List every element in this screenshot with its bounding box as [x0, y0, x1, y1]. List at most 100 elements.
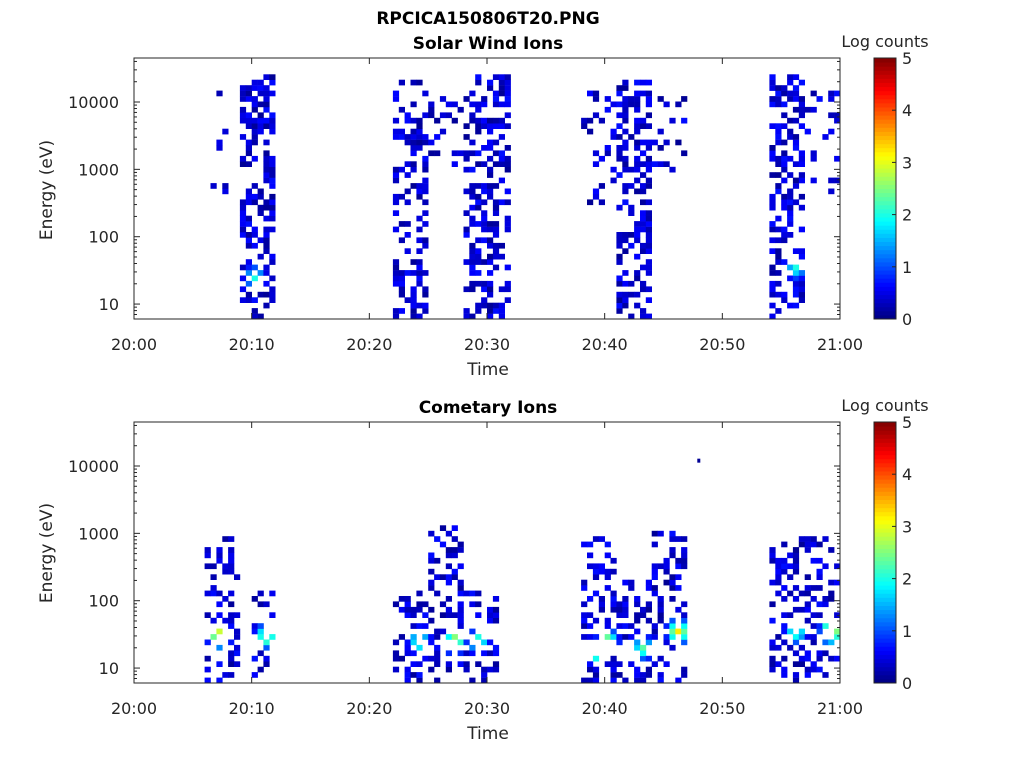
- heat-cell: [834, 634, 841, 640]
- colorbar-segment: [874, 528, 896, 533]
- heat-cell: [504, 74, 511, 80]
- heat-cell: [475, 302, 482, 309]
- heat-cell: [798, 541, 805, 548]
- heat-cell: [469, 601, 476, 608]
- heat-cell: [410, 166, 417, 173]
- heat-cell: [651, 585, 658, 591]
- heat-cell: [487, 286, 494, 293]
- heat-cell: [610, 101, 617, 108]
- heat-cell: [634, 232, 641, 238]
- heat-cell: [792, 552, 800, 559]
- colorbar-segment: [874, 66, 896, 71]
- heat-cell: [398, 291, 405, 298]
- heat-cell: [475, 237, 482, 244]
- heat-cell: [634, 188, 641, 195]
- heat-cell: [404, 606, 411, 613]
- heat-cell: [416, 248, 423, 254]
- colorbar-segment: [874, 298, 896, 304]
- heat-cell: [645, 672, 652, 678]
- heat-cell: [634, 628, 641, 635]
- heat-cell: [269, 74, 276, 80]
- heat-cell: [775, 139, 782, 146]
- heat-cell: [792, 161, 800, 167]
- heat-cell: [239, 226, 247, 233]
- heat-cell: [810, 639, 817, 646]
- heat-cell: [445, 530, 452, 537]
- heat-cell: [463, 232, 470, 238]
- heat-cell: [792, 145, 800, 151]
- heat-cell: [663, 634, 670, 640]
- heat-cell: [775, 172, 782, 178]
- heat-cell: [475, 590, 482, 597]
- heat-cell: [640, 286, 647, 293]
- heat-cell: [481, 117, 488, 124]
- heat-cell: [769, 193, 776, 200]
- heat-cell: [504, 221, 511, 227]
- heat-cell: [769, 96, 776, 102]
- heat-cell: [645, 101, 652, 108]
- colorbar-segment: [874, 168, 896, 173]
- heat-cell: [640, 150, 647, 157]
- heat-cell: [792, 264, 800, 271]
- heat-cell: [640, 644, 647, 651]
- heat-cell: [204, 552, 211, 559]
- colorbar-segment: [874, 147, 896, 153]
- heat-cell: [634, 612, 641, 618]
- heat-cell: [475, 661, 482, 667]
- heat-cell: [798, 628, 805, 635]
- heat-cell: [487, 221, 494, 227]
- heat-cell: [663, 557, 670, 564]
- heat-cell: [422, 302, 429, 309]
- heat-cell: [657, 145, 664, 151]
- heat-cell: [798, 193, 805, 200]
- heat-cell: [604, 568, 611, 575]
- heat-cell: [269, 123, 276, 129]
- colorbar-segment: [874, 82, 896, 88]
- heat-cell: [697, 458, 701, 463]
- heat-cell: [804, 617, 811, 624]
- heat-cell: [804, 574, 811, 580]
- heat-cell: [622, 106, 629, 113]
- heat-cell: [210, 574, 217, 580]
- colorbar-segment: [874, 225, 896, 230]
- heat-cell: [822, 596, 829, 602]
- heat-cell: [769, 313, 776, 320]
- heat-cell: [816, 574, 823, 580]
- heat-cell: [604, 552, 611, 559]
- heat-cell: [251, 242, 258, 249]
- heat-cell: [834, 177, 841, 184]
- heat-cell: [828, 188, 835, 195]
- cometary-panel: Cometary Ions 20:00 20:10 20:20 20:30 20:40 2…: [37, 396, 929, 744]
- colorbar-segment: [874, 164, 896, 169]
- heat-cell: [469, 264, 476, 271]
- heat-cell: [492, 96, 500, 102]
- heat-cell: [492, 661, 500, 667]
- heat-cell: [669, 644, 676, 651]
- heat-cell: [769, 644, 776, 651]
- heat-cell: [222, 536, 229, 542]
- colorbar-tick-label: 2: [902, 206, 912, 225]
- heat-cell: [492, 123, 500, 129]
- heat-cell: [775, 248, 782, 254]
- heat-cell: [634, 155, 641, 162]
- heat-cell: [634, 639, 641, 646]
- heat-cell: [640, 123, 647, 129]
- heat-cell: [245, 188, 252, 195]
- heat-cell: [445, 563, 452, 570]
- heat-cell: [404, 248, 411, 254]
- heat-cell: [251, 134, 258, 140]
- heat-cell: [592, 150, 600, 157]
- heat-cell: [475, 123, 482, 129]
- heat-cell: [245, 193, 252, 200]
- heat-cell: [622, 139, 629, 146]
- heat-cell: [422, 308, 429, 314]
- heat-cell: [245, 145, 252, 151]
- heat-cell: [657, 601, 664, 608]
- heat-cell: [410, 270, 417, 276]
- colorbar-segment: [874, 282, 896, 287]
- heat-cell: [634, 270, 641, 276]
- heat-cell: [616, 123, 623, 129]
- heat-cell: [251, 232, 258, 238]
- heat-cell: [640, 210, 647, 216]
- heat-cell: [834, 563, 841, 570]
